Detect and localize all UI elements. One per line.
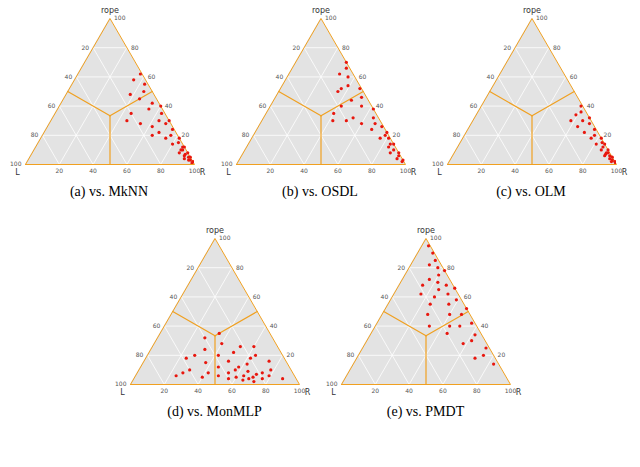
- html-text:(a) vs. MkNN: (a) vs. MkNN: [69, 184, 149, 199]
- svg-text:20: 20: [603, 131, 611, 138]
- svg-text:60: 60: [334, 167, 342, 174]
- svg-text:60: 60: [47, 102, 55, 109]
- svg-text:80: 80: [130, 44, 138, 51]
- svg-text:60: 60: [464, 293, 472, 300]
- svg-text:20: 20: [503, 44, 511, 51]
- svg-text:L: L: [120, 388, 125, 397]
- svg-text:40: 40: [381, 293, 389, 300]
- svg-text:20: 20: [186, 264, 194, 271]
- svg-text:rope: rope: [311, 6, 329, 15]
- svg-text:40: 40: [164, 102, 172, 109]
- svg-text:40: 40: [64, 73, 72, 80]
- svg-text:100: 100: [430, 234, 442, 241]
- svg-text:R: R: [410, 168, 416, 177]
- svg-text:40: 40: [405, 387, 413, 394]
- html-text:(b) vs. OSDL: (b) vs. OSDL: [282, 184, 358, 199]
- svg-text:100: 100: [505, 387, 517, 394]
- svg-text:20: 20: [498, 351, 506, 358]
- svg-text:60: 60: [545, 167, 553, 174]
- svg-text:20: 20: [292, 44, 300, 51]
- svg-text:80: 80: [262, 387, 270, 394]
- svg-text:60: 60: [153, 322, 161, 329]
- svg-text:100: 100: [432, 160, 444, 167]
- svg-text:R: R: [516, 388, 522, 397]
- svg-text:60: 60: [123, 167, 131, 174]
- svg-text:rope: rope: [206, 226, 224, 235]
- svg-text:60: 60: [469, 102, 477, 109]
- svg-text:20: 20: [287, 351, 295, 358]
- svg-text:80: 80: [552, 44, 560, 51]
- svg-text:100: 100: [294, 387, 306, 394]
- svg-text:rope: rope: [417, 226, 435, 235]
- svg-text:40: 40: [194, 387, 202, 394]
- svg-text:20: 20: [371, 387, 379, 394]
- svg-text:60: 60: [358, 73, 366, 80]
- svg-text:100: 100: [219, 234, 231, 241]
- svg-text:60: 60: [439, 387, 447, 394]
- svg-text:100: 100: [325, 14, 337, 21]
- svg-text:100: 100: [399, 167, 411, 174]
- svg-text:80: 80: [367, 167, 375, 174]
- svg-text:80: 80: [30, 131, 38, 138]
- svg-text:40: 40: [170, 293, 178, 300]
- svg-text:20: 20: [266, 167, 274, 174]
- svg-text:20: 20: [160, 387, 168, 394]
- svg-text:40: 40: [300, 167, 308, 174]
- svg-text:20: 20: [81, 44, 89, 51]
- svg-text:60: 60: [569, 73, 577, 80]
- svg-text:80: 80: [578, 167, 586, 174]
- svg-text:80: 80: [341, 44, 349, 51]
- svg-text:rope: rope: [522, 6, 540, 15]
- svg-text:40: 40: [481, 322, 489, 329]
- svg-text:L: L: [226, 168, 231, 177]
- svg-text:60: 60: [364, 322, 372, 329]
- svg-text:100: 100: [115, 380, 127, 387]
- svg-text:L: L: [331, 388, 336, 397]
- svg-text:100: 100: [10, 160, 22, 167]
- svg-text:40: 40: [89, 167, 97, 174]
- svg-text:100: 100: [536, 14, 548, 21]
- html-text:(e) vs. PMDT: (e) vs. PMDT: [386, 404, 465, 419]
- svg-text:80: 80: [447, 264, 455, 271]
- svg-text:40: 40: [375, 102, 383, 109]
- svg-text:100: 100: [221, 160, 233, 167]
- svg-text:80: 80: [156, 167, 164, 174]
- svg-text:100: 100: [114, 14, 126, 21]
- svg-text:40: 40: [486, 73, 494, 80]
- svg-text:100: 100: [326, 380, 338, 387]
- svg-text:L: L: [437, 168, 442, 177]
- svg-text:R: R: [305, 388, 311, 397]
- html-text:(c) vs. OLM: (c) vs. OLM: [496, 184, 566, 199]
- svg-text:20: 20: [181, 131, 189, 138]
- svg-text:60: 60: [228, 387, 236, 394]
- svg-text:60: 60: [147, 73, 155, 80]
- svg-text:R: R: [621, 168, 627, 177]
- svg-text:20: 20: [55, 167, 63, 174]
- svg-text:40: 40: [586, 102, 594, 109]
- svg-text:80: 80: [136, 351, 144, 358]
- html-text:(d) vs. MonMLP: (d) vs. MonMLP: [167, 404, 262, 419]
- svg-text:40: 40: [511, 167, 519, 174]
- svg-text:20: 20: [397, 264, 405, 271]
- svg-text:40: 40: [270, 322, 278, 329]
- svg-text:100: 100: [610, 167, 622, 174]
- svg-text:L: L: [15, 168, 20, 177]
- svg-text:rope: rope: [100, 6, 118, 15]
- svg-text:100: 100: [188, 167, 200, 174]
- svg-text:80: 80: [452, 131, 460, 138]
- svg-text:40: 40: [275, 73, 283, 80]
- svg-text:R: R: [199, 168, 205, 177]
- svg-text:80: 80: [241, 131, 249, 138]
- svg-text:60: 60: [253, 293, 261, 300]
- svg-text:80: 80: [236, 264, 244, 271]
- svg-text:20: 20: [392, 131, 400, 138]
- svg-text:20: 20: [477, 167, 485, 174]
- svg-text:60: 60: [258, 102, 266, 109]
- svg-text:80: 80: [473, 387, 481, 394]
- svg-text:80: 80: [347, 351, 355, 358]
